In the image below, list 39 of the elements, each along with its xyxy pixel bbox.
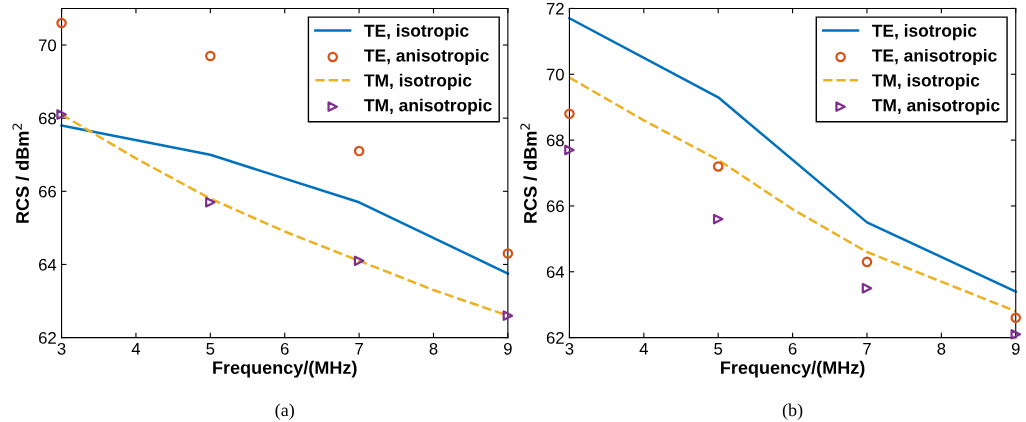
- y-tick-label: 70: [546, 68, 564, 81]
- legend-label: TE, anisotropic: [364, 48, 489, 66]
- x-tick-label: 7: [863, 343, 871, 355]
- x-tick-label: 8: [937, 342, 946, 355]
- x-tick-label: 8: [429, 342, 438, 355]
- x-tick-label: 3: [565, 342, 574, 355]
- y-axis-title: RCS / dBm$^{2}$: [12, 123, 30, 223]
- x-tick-label: 9: [1011, 342, 1020, 355]
- x-axis-title: Frequency/(MHz): [213, 360, 357, 378]
- y-tick-label: 70: [39, 39, 57, 52]
- x-tick-label: 4: [131, 343, 141, 355]
- text: (a): [275, 403, 294, 420]
- y-tick-label: 66: [39, 185, 56, 198]
- y-tick-label: 68: [39, 112, 56, 125]
- text: (b): [782, 403, 803, 420]
- x-tick-label: 3: [57, 342, 66, 355]
- legend-label: TM, isotropic: [872, 73, 980, 90]
- legend-label: TM, isotropic: [364, 73, 472, 90]
- x-axis-title: Frequency/(MHz): [721, 360, 865, 378]
- y-tick-label: 68: [546, 134, 564, 147]
- y-tick-label: 62: [546, 332, 564, 344]
- y-tick-label: 72: [546, 2, 564, 15]
- x-tick-label: 7: [355, 343, 363, 355]
- legend-label: TE, anisotropic: [872, 48, 997, 66]
- x-tick-label: 6: [788, 342, 797, 355]
- y-tick-label: 62: [39, 332, 56, 344]
- x-tick-label: 5: [206, 343, 215, 355]
- legend-label: TE, isotropic: [872, 24, 977, 41]
- y-axis-title: RCS / dBm$^{2}$: [520, 123, 537, 223]
- x-tick-label: 6: [280, 342, 289, 355]
- x-tick-label: 9: [504, 342, 512, 355]
- y-tick-label: 64: [546, 266, 565, 278]
- legend-label: TE, isotropic: [364, 24, 469, 41]
- legend-label: TM, anisotropic: [364, 98, 492, 115]
- x-tick-label: 5: [714, 343, 723, 355]
- legend-label: TM, anisotropic: [872, 98, 1000, 115]
- y-tick-label: 64: [39, 258, 57, 271]
- x-tick-label: 4: [639, 343, 648, 355]
- y-tick-label: 66: [546, 200, 564, 213]
